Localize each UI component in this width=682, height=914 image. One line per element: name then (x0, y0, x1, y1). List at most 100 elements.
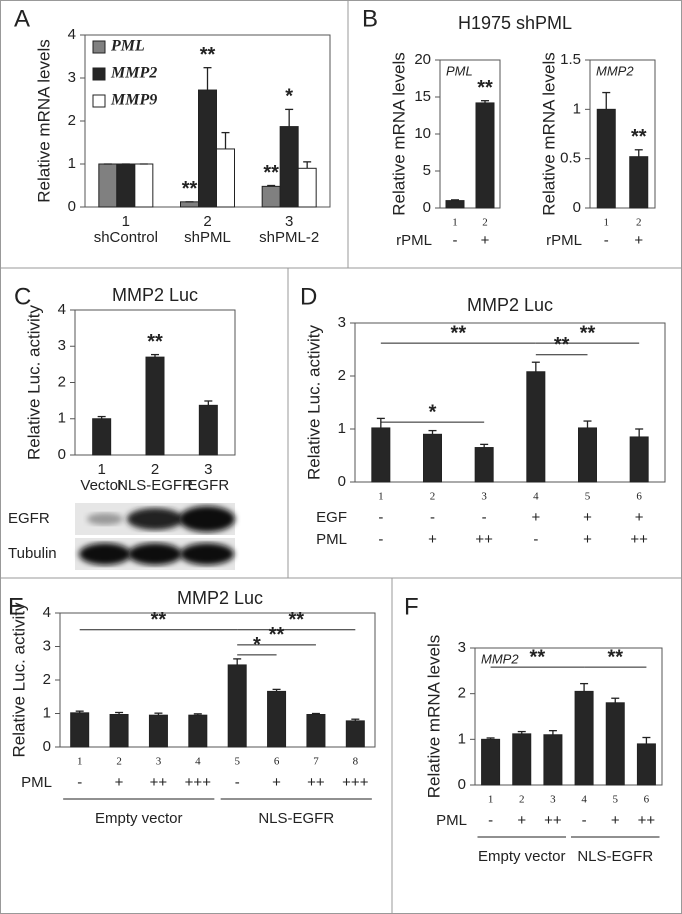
chart-title: H1975 shPML (458, 13, 572, 33)
y-tick-label: 2 (458, 685, 466, 702)
significance: ** (477, 77, 493, 99)
y-tick-label: 0 (68, 198, 76, 215)
bracket-label: ** (451, 322, 467, 344)
y-tick-label: 1 (58, 410, 66, 427)
bar (629, 436, 649, 483)
inner-label: PML (446, 63, 473, 78)
bar (98, 163, 118, 208)
bar (134, 163, 154, 208)
bracket-label: ** (288, 609, 304, 631)
x-tick-label: 3 (481, 491, 487, 503)
significance: ** (631, 126, 647, 148)
bracket-label: ** (151, 609, 167, 631)
x-tick-label: 4 (581, 794, 587, 806)
x-tick-label: 6 (274, 756, 280, 768)
row-value: + (428, 531, 437, 548)
bar (70, 712, 90, 748)
row-value: + (583, 531, 592, 548)
y-tick-label: 3 (338, 314, 346, 331)
legend-label: MMP2 (110, 65, 157, 82)
bar (188, 714, 208, 748)
inner-label: MMP2 (481, 651, 519, 666)
x-tick-label: 1 (122, 213, 130, 230)
significance: ** (147, 331, 163, 353)
y-tick-label: 1 (458, 730, 466, 747)
legend-swatch (92, 67, 106, 81)
panel-label: F (404, 593, 419, 620)
x-tick-label: 2 (151, 461, 159, 478)
bar (148, 714, 168, 748)
y-tick-label: 0 (458, 776, 466, 793)
legend-swatch (92, 94, 106, 108)
bar (267, 690, 287, 748)
row-label: PML (21, 774, 52, 791)
y-tick-label: 0 (43, 738, 51, 755)
y-tick-label: 4 (58, 301, 66, 318)
x-tick-label: 5 (585, 491, 591, 503)
y-tick-label: 0 (338, 473, 346, 490)
row-value: + (611, 812, 620, 829)
y-tick-label: 0 (58, 446, 66, 463)
row-value: ++ (150, 774, 168, 791)
significance: ** (200, 44, 216, 66)
group-label: NLS-EGFR (577, 848, 653, 865)
y-tick-label: 4 (43, 604, 51, 621)
x-tick-label: 2 (116, 756, 122, 768)
panel-label: E (8, 593, 24, 620)
y-tick-label: 2 (43, 671, 51, 688)
category-name: shPML-2 (259, 229, 319, 246)
x-tick-label: 2 (636, 217, 642, 229)
x-tick-label: 8 (353, 756, 359, 768)
y-tick-label: 2 (338, 367, 346, 384)
x-tick-label: 2 (482, 217, 488, 229)
row-value: - (430, 509, 435, 526)
row-value: + (272, 774, 281, 791)
row-value: + (634, 232, 643, 249)
bar (109, 714, 129, 748)
significance: ** (182, 178, 198, 200)
x-tick-label: 1 (97, 461, 105, 478)
x-tick-label: 1 (604, 217, 610, 229)
row-value: ++ (475, 531, 493, 548)
y-tick-label: 1.5 (560, 51, 581, 68)
plot-frame (354, 322, 666, 483)
bar (475, 102, 495, 209)
row-value: - (77, 774, 82, 791)
y-axis-label: Relative mRNA levels (424, 635, 443, 798)
group-label: Empty vector (95, 810, 183, 827)
panel-label: D (300, 283, 317, 310)
bar (279, 126, 299, 208)
row-label: rPML (546, 232, 582, 249)
bracket-label: ** (607, 646, 623, 668)
significance: ** (263, 162, 279, 184)
panel-label: C (14, 283, 31, 310)
bar (512, 733, 532, 786)
row-label: PML (316, 531, 347, 548)
western-blot (75, 503, 235, 570)
x-tick-label: 6 (644, 794, 650, 806)
plot-frame (589, 59, 656, 209)
bar (216, 148, 235, 208)
row-value: + (531, 509, 540, 526)
y-tick-label: 2 (68, 112, 76, 129)
bracket-label: ** (530, 646, 546, 668)
y-tick-label: 10 (414, 125, 431, 142)
panel-label: B (362, 5, 378, 32)
row-value: ++ (630, 531, 648, 548)
row-value: + (517, 812, 526, 829)
row-label: PML (436, 812, 467, 829)
row-value: - (488, 812, 493, 829)
legend-label: MMP9 (110, 92, 157, 109)
legend-label: PML (110, 38, 145, 55)
row-label: rPML (396, 232, 432, 249)
row-value: + (583, 509, 592, 526)
y-tick-label: 4 (68, 26, 76, 43)
category-name: NLS-EGFR (117, 477, 193, 494)
x-tick-label: 3 (204, 461, 212, 478)
row-value: ++ (638, 812, 656, 829)
bar (116, 163, 136, 208)
x-tick-label: 7 (313, 756, 319, 768)
x-tick-label: 6 (636, 491, 642, 503)
bracket-label: ** (580, 322, 596, 344)
